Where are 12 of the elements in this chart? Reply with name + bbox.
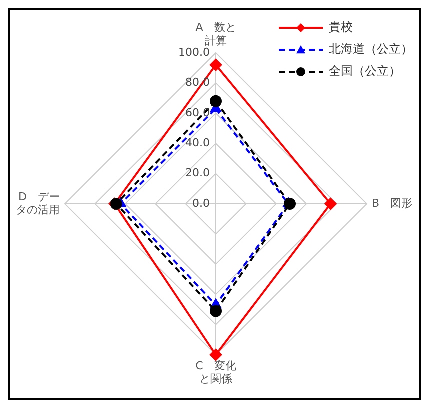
y-tick-label: 20.0 <box>186 166 210 180</box>
y-tick-label: 60.0 <box>186 106 210 120</box>
legend-label: 貴校 <box>329 20 353 34</box>
spoke-label: A 数と計算 <box>196 21 236 48</box>
y-tick-label: 100.0 <box>178 46 210 59</box>
legend-label: 北海道（公立） <box>329 42 413 56</box>
y-tick-label: 40.0 <box>186 136 210 150</box>
spoke-label: D データの活用 <box>16 190 60 216</box>
legend-label: 全国（公立） <box>329 64 401 78</box>
y-tick-label: 0.0 <box>192 196 210 210</box>
spoke-label: C 変化と関係 <box>196 359 236 386</box>
spoke-label: B 図形 <box>372 196 413 210</box>
